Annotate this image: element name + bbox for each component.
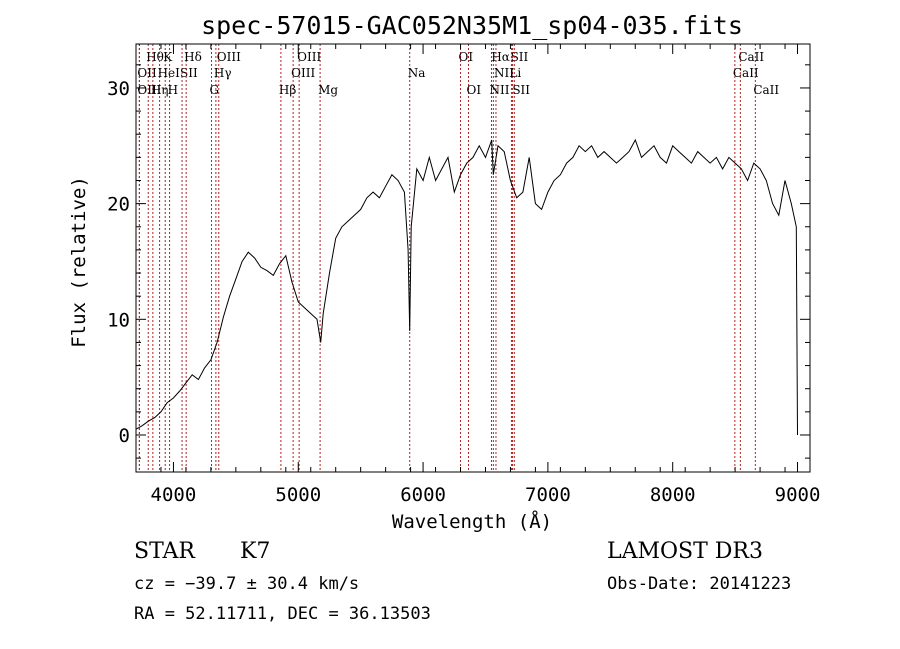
observation-date: Obs-Date: 20141223 — [607, 574, 791, 594]
ra-dec-coordinates: RA = 52.11711, DEC = 36.13503 — [134, 604, 431, 624]
marker-label-22: Li — [509, 66, 521, 80]
marker-label-27: CaII — [753, 83, 779, 97]
object-subclass: K7 — [240, 539, 270, 564]
marker-label-9: OIII — [217, 50, 241, 64]
marker-label-20: SII — [511, 50, 529, 64]
marker-label-19: Hα — [491, 50, 510, 64]
marker-label-17: OI — [459, 50, 474, 64]
marker-label-4: HeI — [158, 66, 181, 80]
marker-label-16: Na — [408, 66, 426, 80]
flux-series-line — [135, 138, 798, 436]
x-tick-label-1: 5000 — [275, 484, 321, 506]
marker-label-11: G — [210, 83, 220, 97]
axis-ticks: 4000 5000 6000 7000 8000 9000 0 10 20 30 — [107, 44, 820, 506]
marker-label-1: OII — [137, 66, 157, 80]
plot-frame — [135, 43, 811, 473]
marker-label-7: H — [168, 83, 178, 97]
y-axis-label: Flux (relative) — [68, 176, 90, 348]
marker-label-13: OIII — [291, 66, 315, 80]
marker-label-23: NII — [489, 83, 509, 97]
marker-label-5: Hη — [151, 83, 169, 97]
x-axis-label: Wavelength (Å) — [392, 510, 552, 533]
marker-label-8: Hδ — [184, 50, 202, 64]
redshift-velocity: cz = −39.7 ± 30.4 km/s — [134, 574, 359, 594]
marker-label-12: OIII — [297, 50, 321, 64]
chart-title: spec-57015-GAC052N35M1_sp04-035.fits — [201, 11, 743, 40]
marker-label-18: OI — [467, 83, 482, 97]
marker-label-15: Mg — [318, 83, 338, 97]
object-class: STAR — [134, 539, 196, 564]
marker-label-2: OIII — [137, 83, 161, 97]
marker-label-21: NII — [494, 66, 514, 80]
y-tick-label-0: 0 — [119, 425, 130, 447]
x-tick-label-4: 8000 — [650, 484, 696, 506]
marker-label-25: CaII — [738, 50, 764, 64]
y-tick-label-3: 30 — [107, 78, 130, 100]
marker-label-26: CaII — [733, 66, 759, 80]
x-tick-label-5: 9000 — [775, 484, 821, 506]
marker-label-24: SII — [512, 83, 530, 97]
marker-label-10: Hγ — [214, 66, 232, 80]
marker-label-0: Hθ — [146, 50, 164, 64]
marker-label-14: Hβ — [279, 83, 296, 97]
y-tick-label-2: 20 — [107, 194, 130, 216]
marker-label-3: K — [163, 50, 173, 64]
survey-name: LAMOST DR3 — [607, 539, 763, 564]
x-tick-label-2: 6000 — [400, 484, 446, 506]
y-tick-label-1: 10 — [107, 309, 130, 331]
x-tick-label-3: 7000 — [525, 484, 571, 506]
marker-label-6: SII — [180, 66, 198, 80]
x-tick-label-0: 4000 — [151, 484, 197, 506]
